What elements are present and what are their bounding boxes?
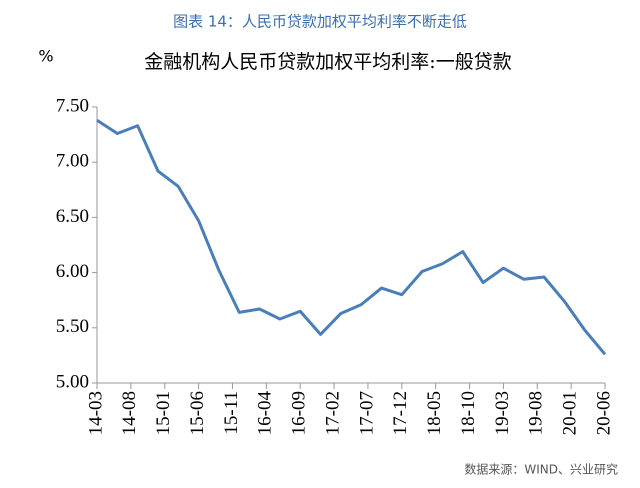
x-tick-label: 17-12 [390,391,411,435]
x-tick-label: 19-08 [526,391,547,435]
y-tick-label: 7.00 [56,151,89,172]
y-tick-label: 5.50 [56,316,89,337]
x-tick-label: 15-11 [221,391,242,435]
x-tick-label: 17-07 [356,391,377,435]
data-line [96,118,607,356]
y-tick-label: 7.50 [56,95,89,116]
x-tick-label: 18-10 [458,391,479,435]
x-tick-label: 15-06 [187,391,208,435]
x-tick-label: 16-09 [289,391,310,435]
x-tick-label: 17-02 [322,391,343,435]
x-tick-label: 14-08 [119,391,140,435]
chart-title: 图表 14：人民币贷款加权平均利率不断走低 [173,13,467,31]
y-tick-label: 5.00 [56,371,89,392]
y-tick-label: 6.00 [56,261,89,282]
x-tick-label: 16-04 [255,391,276,436]
x-tick-label: 20-06 [593,391,614,435]
x-tick-label: 20-01 [559,391,580,435]
y-axis-label: % [38,47,53,66]
x-tick-label: 14-03 [85,391,106,435]
x-tick-label: 19-03 [492,391,513,435]
x-tick-label: 18-05 [424,391,445,435]
chart-subtitle: 金融机构人民币贷款加权平均利率:一般贷款 [144,51,511,73]
source-note: 数据来源：WIND、兴业研究 [464,462,618,477]
x-tick-label: 15-01 [153,391,174,435]
y-tick-label: 6.50 [56,206,89,227]
